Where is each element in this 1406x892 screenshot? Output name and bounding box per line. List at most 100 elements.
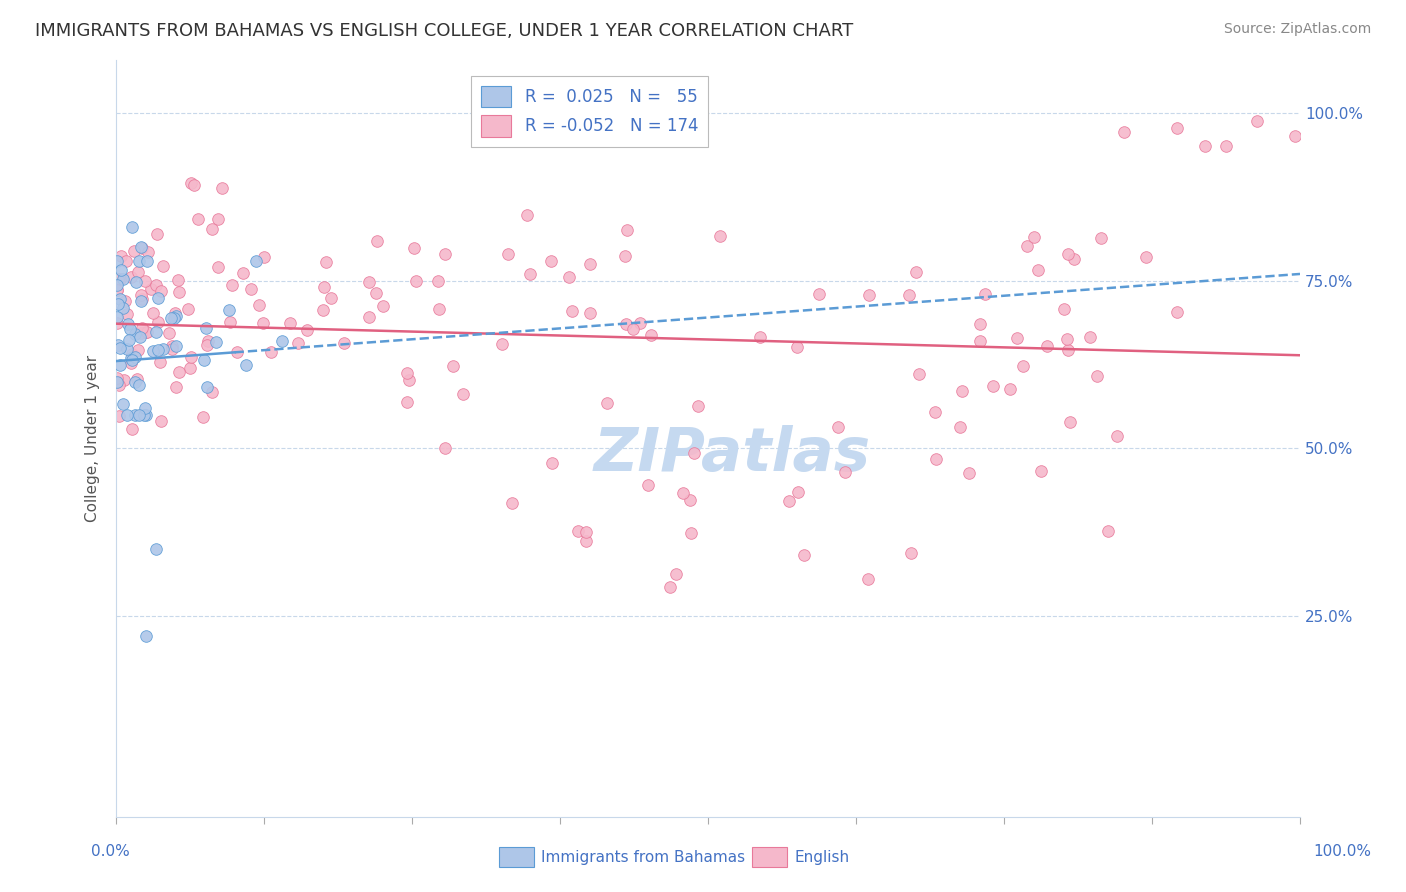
- Point: [128, 408, 150, 422]
- Text: ZIPatlas: ZIPatlas: [593, 425, 870, 484]
- Point: [808, 286, 831, 301]
- Point: [111, 301, 134, 316]
- Point: [856, 573, 879, 587]
- Point: [679, 526, 702, 541]
- Text: Source: ZipAtlas.com: Source: ZipAtlas.com: [1223, 22, 1371, 37]
- Point: [614, 249, 637, 263]
- Point: [135, 325, 157, 339]
- Point: [402, 241, 425, 255]
- Point: [998, 382, 1021, 396]
- Point: [152, 260, 174, 274]
- Point: [312, 303, 335, 318]
- Point: [197, 334, 219, 349]
- Point: [1036, 339, 1059, 353]
- Point: [557, 269, 579, 284]
- Point: [596, 396, 619, 410]
- Point: [319, 291, 342, 305]
- Point: [516, 208, 538, 222]
- Point: [1022, 230, 1045, 244]
- Point: [1090, 231, 1112, 245]
- Point: [152, 343, 174, 357]
- Point: [127, 265, 149, 279]
- Point: [122, 244, 145, 259]
- Point: [252, 317, 274, 331]
- Text: 100.0%: 100.0%: [1313, 845, 1371, 859]
- Point: [924, 405, 946, 419]
- Point: [145, 541, 167, 556]
- Point: [125, 275, 148, 289]
- Point: [426, 274, 449, 288]
- Point: [1005, 331, 1028, 345]
- Point: [107, 283, 129, 297]
- Point: [163, 306, 186, 320]
- Point: [686, 399, 709, 413]
- Point: [108, 292, 131, 306]
- Point: [1056, 343, 1078, 358]
- Point: [1085, 368, 1108, 383]
- Point: [907, 367, 929, 381]
- Point: [121, 422, 143, 436]
- Point: [232, 266, 254, 280]
- Point: [115, 408, 138, 422]
- Point: [132, 408, 155, 422]
- Point: [858, 288, 880, 302]
- Point: [501, 496, 523, 510]
- Point: [981, 379, 1004, 393]
- Point: [1166, 304, 1188, 318]
- Point: [146, 227, 169, 242]
- Point: [142, 343, 165, 358]
- Point: [194, 321, 217, 335]
- Point: [165, 339, 187, 353]
- Point: [112, 373, 135, 387]
- Point: [1284, 129, 1306, 144]
- Point: [107, 371, 129, 385]
- Point: [786, 340, 808, 354]
- Point: [567, 524, 589, 539]
- Point: [793, 548, 815, 562]
- Point: [107, 337, 129, 351]
- Point: [1194, 138, 1216, 153]
- Point: [107, 296, 129, 310]
- Point: [239, 282, 262, 296]
- Point: [1135, 250, 1157, 264]
- Point: [924, 451, 946, 466]
- Point: [146, 291, 169, 305]
- Point: [136, 245, 159, 260]
- Point: [433, 441, 456, 455]
- Point: [149, 414, 172, 428]
- Point: [451, 387, 474, 401]
- Point: [491, 337, 513, 351]
- Point: [827, 419, 849, 434]
- Point: [357, 310, 380, 324]
- Point: [157, 326, 180, 340]
- Point: [114, 254, 136, 268]
- Point: [160, 310, 183, 325]
- Point: [218, 303, 240, 318]
- Point: [135, 629, 157, 643]
- Point: [778, 494, 800, 508]
- Point: [139, 282, 162, 296]
- Point: [540, 254, 562, 268]
- Point: [973, 287, 995, 301]
- Point: [637, 478, 659, 492]
- Point: [165, 379, 187, 393]
- Point: [959, 466, 981, 480]
- Point: [247, 298, 270, 312]
- Point: [395, 395, 418, 409]
- Point: [167, 285, 190, 300]
- Point: [179, 360, 201, 375]
- Point: [519, 267, 541, 281]
- Point: [146, 343, 169, 357]
- Point: [124, 408, 146, 422]
- Point: [1015, 239, 1038, 253]
- Point: [105, 253, 128, 268]
- Point: [107, 283, 129, 297]
- Point: [395, 366, 418, 380]
- Point: [145, 278, 167, 293]
- Point: [364, 285, 387, 300]
- Point: [128, 330, 150, 344]
- Point: [333, 336, 356, 351]
- Point: [112, 272, 135, 286]
- Point: [124, 327, 146, 342]
- Point: [1059, 415, 1081, 429]
